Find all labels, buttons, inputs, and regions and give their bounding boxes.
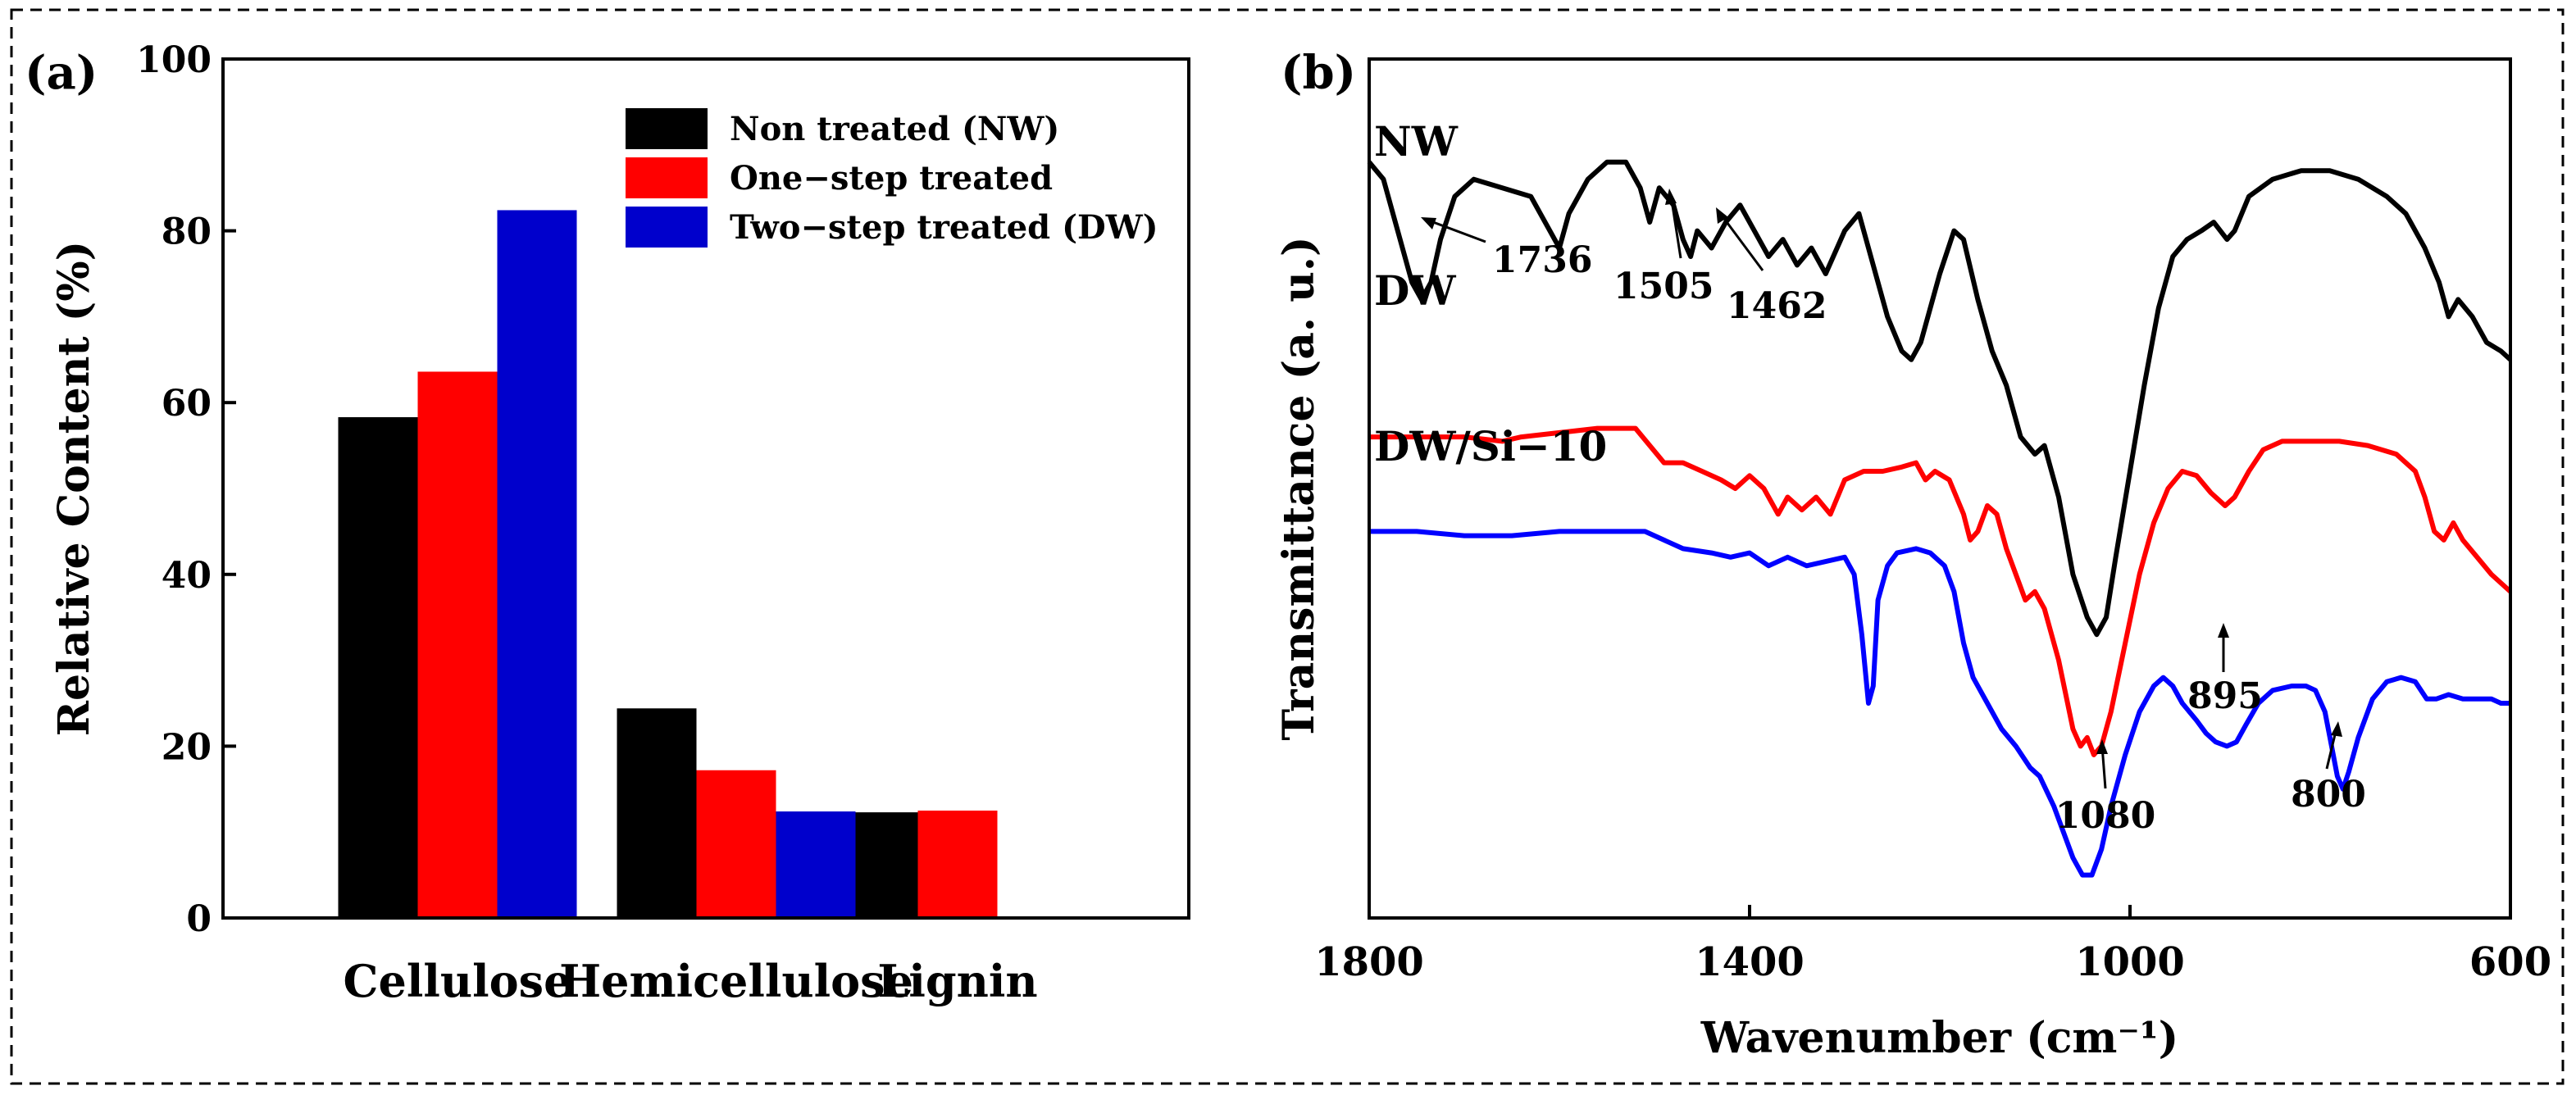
bar-2-1 [917, 811, 998, 918]
bar-0-1 [417, 371, 498, 918]
x-tick-label-2: Lignin [877, 955, 1037, 1007]
spectrum-line-2 [1369, 529, 2510, 878]
spectrum-line-1 [1369, 425, 2513, 757]
x-tick-label-0: Cellulose [344, 955, 572, 1007]
figure-frame [10, 8, 2565, 1085]
series-label-dw: DW [1374, 266, 1456, 315]
panel-a-bars [338, 210, 998, 918]
legend-swatch-2 [626, 207, 708, 248]
panel-b-x-ticks: 1800 1400 1000 600 [1314, 905, 2551, 985]
legend-swatch-0 [626, 108, 708, 149]
legend-swatch-1 [626, 157, 708, 198]
annotation-895-label: 895 [2187, 675, 2263, 717]
annotation-1080: 1080 [2055, 739, 2155, 837]
y-tick-label-0: 0 [186, 898, 212, 940]
panel-a-plot-frame [221, 57, 1190, 920]
x-tick-label-2: 1000 [2075, 939, 2185, 985]
series-label-dw-si: DW/Si−10 [1374, 422, 1607, 470]
annotation-1080-label: 1080 [2055, 795, 2155, 837]
bar-1-2 [776, 811, 856, 918]
legend-label-2: Two−step treated (DW) [730, 208, 1158, 247]
panel-b-plot-frame [1368, 57, 2512, 920]
annotation-1462: 1462 [1716, 207, 1827, 327]
spectrum-line-0 [1367, 159, 2513, 638]
x-tick-label-0: 1800 [1314, 939, 1424, 985]
annotation-800-label: 800 [2291, 774, 2366, 816]
panel-a-legend: Non treated (NW) One−step treated Two−step… [626, 108, 1158, 248]
panel-b-label: (b) [1281, 46, 1356, 100]
panel-a-y-ticks: 0 20 40 60 80 100 [136, 39, 236, 940]
y-tick-label-1: 20 [162, 726, 212, 768]
series-label-nw: NW [1374, 117, 1459, 166]
x-tick-label-1: 1400 [1695, 939, 1805, 985]
bar-0-2 [497, 210, 577, 918]
annotation-1736-label: 1736 [1492, 239, 1592, 281]
annotation-1505-label: 1505 [1613, 266, 1714, 307]
annotation-800: 800 [2291, 721, 2366, 816]
annotation-1736: 1736 [1421, 217, 1592, 281]
legend-label-1: One−step treated [730, 159, 1053, 198]
x-tick-label-1: Hemicellulose [559, 955, 913, 1007]
bar-1-0 [617, 708, 697, 918]
panel-b-y-axis-title: Transmittance (a. u.) [1274, 236, 1324, 740]
panel-a-y-axis-title: Relative Content (%) [49, 241, 99, 736]
y-tick-label-5: 100 [136, 39, 212, 81]
panel-a: (a) 0 20 40 60 80 100 CelluloseHemicelluloseL… [25, 39, 1190, 1007]
panel-b-lines [1367, 159, 2513, 878]
panel-a-label: (a) [25, 46, 98, 100]
annotation-1462-label: 1462 [1727, 285, 1827, 327]
annotation-895: 895 [2187, 623, 2263, 717]
y-tick-label-2: 40 [162, 555, 212, 597]
panel-b-x-axis-title: Wavenumber (cm⁻¹) [1700, 1013, 2179, 1063]
y-tick-label-4: 80 [162, 211, 212, 253]
panel-b: (b) 1800 1400 1000 600 Wavenumber (cm⁻¹) Tr… [1274, 46, 2551, 1063]
annotation-1505: 1505 [1613, 189, 1714, 307]
y-tick-label-3: 60 [162, 383, 212, 425]
bar-0-0 [338, 417, 418, 918]
legend-label-0: Non treated (NW) [730, 110, 1059, 148]
bar-1-1 [696, 770, 776, 918]
x-tick-label-3: 600 [2469, 939, 2551, 985]
